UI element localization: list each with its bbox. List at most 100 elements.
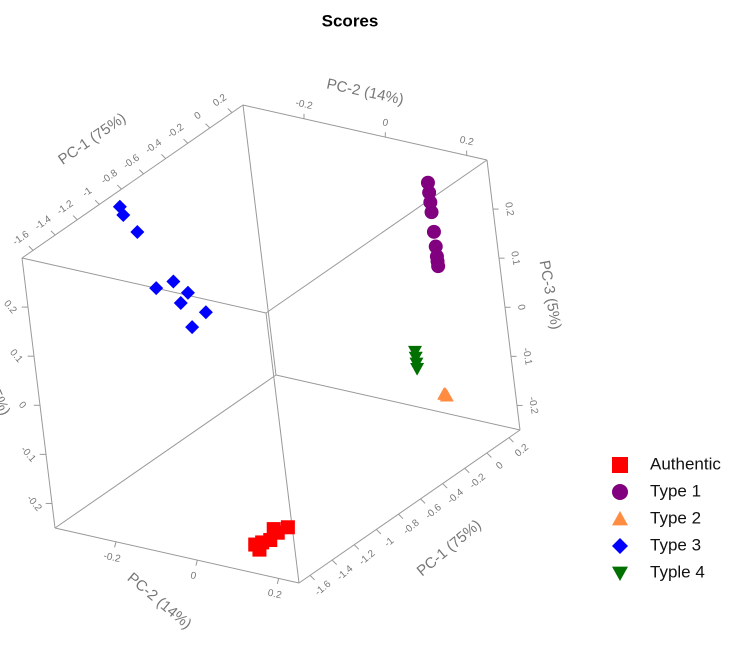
data-point (252, 542, 267, 557)
tick-mark (331, 559, 338, 565)
data-point (166, 274, 181, 289)
box-edge (298, 429, 521, 584)
tick-label: -1 (382, 535, 396, 549)
box-edge (265, 159, 488, 314)
legend-marker (612, 538, 628, 554)
tick-mark (161, 153, 167, 159)
tick-label: -1.4 (33, 213, 54, 232)
tick-mark (309, 574, 315, 581)
tick-label: -0.2 (102, 551, 122, 565)
axis-title: PC-3 (5%) (536, 259, 565, 331)
tick-label: 0 (16, 400, 28, 412)
tick-label: 0.2 (502, 201, 515, 217)
tick-label: 0 (515, 304, 527, 312)
legend-label: Typle 4 (650, 562, 705, 581)
box-edge (486, 159, 521, 431)
tick-label: -0.2 (24, 493, 44, 514)
box-edge (275, 374, 521, 431)
tick-label: -0.8 (99, 168, 120, 187)
tick-label: -0.1 (520, 347, 534, 366)
tick-label: -0.8 (401, 517, 422, 537)
data-point (149, 281, 164, 296)
data-point (280, 520, 295, 535)
tick-label: -0.2 (468, 471, 489, 491)
tick-label: 0.1 (508, 250, 521, 266)
tick-mark (508, 437, 514, 443)
tick-label: -0.6 (424, 502, 445, 522)
data-point (185, 320, 200, 335)
tick-mark (72, 215, 78, 221)
tick-label: -0.1 (18, 444, 38, 465)
tick-label: -0.2 (166, 122, 187, 141)
tick-label: -0.6 (121, 152, 142, 171)
data-point (424, 205, 439, 220)
tick-mark (138, 169, 144, 175)
box-edge (242, 104, 488, 161)
tick-label: -1 (81, 185, 95, 199)
data-point (116, 208, 131, 223)
box-edge (21, 257, 267, 314)
legend-label: Type 1 (650, 481, 701, 500)
tick-mark (94, 199, 100, 205)
axis-title: PC-2 (14%) (325, 76, 405, 109)
data-point (426, 224, 441, 239)
data-point (130, 224, 145, 239)
data-point (180, 285, 195, 300)
tick-mark (276, 578, 280, 585)
legend-label: Type 2 (650, 508, 701, 527)
tick-mark (114, 541, 117, 548)
axis-title: PC-1 (75%) (55, 110, 129, 169)
box-edge (21, 257, 56, 529)
data-point (266, 522, 281, 537)
tick-mark (183, 138, 189, 144)
axis-title: PC-2 (14%) (124, 569, 195, 632)
box-edge (54, 374, 277, 529)
legend-marker (612, 484, 628, 500)
tick-label: 0 (189, 570, 197, 582)
tick-label: 0.2 (267, 588, 283, 602)
tick-label: 0 (381, 117, 389, 129)
box-edge (54, 527, 300, 584)
legend-label: Type 3 (650, 535, 701, 554)
tick-mark (195, 559, 198, 566)
tick-mark (442, 483, 448, 489)
data-point (173, 296, 188, 311)
tick-label: -1.6 (11, 229, 32, 248)
tick-label: 0.2 (1, 298, 19, 316)
data-point (198, 305, 213, 320)
tick-label: 0.1 (7, 347, 25, 365)
tick-label: -1.2 (55, 198, 76, 217)
tick-label: 0 (192, 110, 203, 122)
tick-mark (205, 123, 211, 129)
data-point (431, 259, 446, 274)
tick-mark (420, 498, 426, 504)
tick-mark (398, 513, 404, 520)
data-point (437, 387, 452, 400)
tick-label: 0.2 (459, 135, 475, 149)
tick-label: -1.2 (357, 548, 378, 568)
tick-mark (28, 245, 34, 251)
tick-mark (353, 544, 360, 550)
tick-label: -1.6 (313, 578, 334, 598)
axis-title: PC-1 (75%) (414, 516, 485, 579)
chart-title: Scores (322, 11, 379, 30)
tick-mark (464, 467, 470, 474)
box-edge (242, 104, 277, 376)
tick-label: 0.2 (513, 442, 531, 460)
tick-label: -0.4 (446, 487, 467, 507)
tick-label: -0.4 (144, 137, 165, 156)
tick-label: 0.2 (211, 92, 229, 109)
tick-mark (375, 529, 382, 535)
tick-mark (227, 108, 233, 114)
tick-mark (486, 452, 492, 458)
legend-marker (612, 566, 628, 581)
box-edge (21, 104, 244, 259)
legend-marker (612, 511, 628, 526)
tick-mark (116, 184, 122, 190)
tick-label: -1.4 (335, 563, 356, 583)
legend-marker (612, 457, 628, 473)
tick-label: -0.2 (526, 396, 540, 415)
tick-label: -0.2 (294, 98, 314, 112)
box-edge (265, 312, 300, 584)
